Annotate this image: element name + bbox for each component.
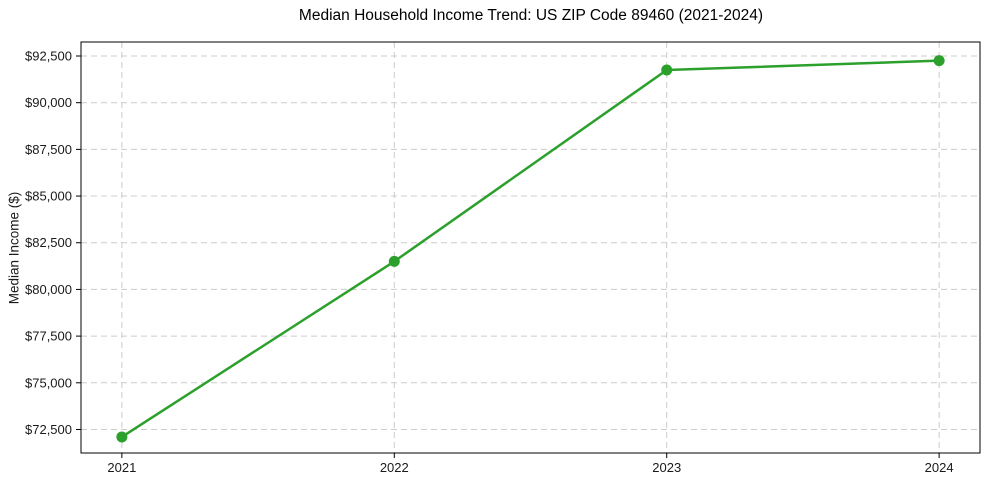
y-tick-label: $90,000 — [25, 95, 72, 110]
data-point-marker — [933, 55, 945, 67]
x-tick-label: 2022 — [380, 460, 409, 475]
y-tick-label: $82,500 — [25, 235, 72, 250]
data-point-marker — [661, 64, 673, 76]
x-tick-label: 2023 — [652, 460, 681, 475]
x-tick-label: 2024 — [925, 460, 954, 475]
plot-border — [80, 41, 981, 454]
y-tick-label: $75,000 — [25, 375, 72, 390]
data-point-marker — [116, 431, 128, 443]
income-trend-line — [120, 59, 941, 439]
data-point-marker — [388, 255, 400, 267]
y-tick-label: $85,000 — [25, 189, 72, 204]
y-tick-label: $92,500 — [25, 49, 72, 64]
y-tick-label: $72,500 — [25, 422, 72, 437]
y-tick-label: $87,500 — [25, 142, 72, 157]
y-tick-label: $80,000 — [25, 282, 72, 297]
x-tick-label: 2021 — [107, 460, 136, 475]
chart-title: Median Household Income Trend: US ZIP Co… — [298, 7, 764, 24]
y-tick-label: $77,500 — [25, 329, 72, 344]
